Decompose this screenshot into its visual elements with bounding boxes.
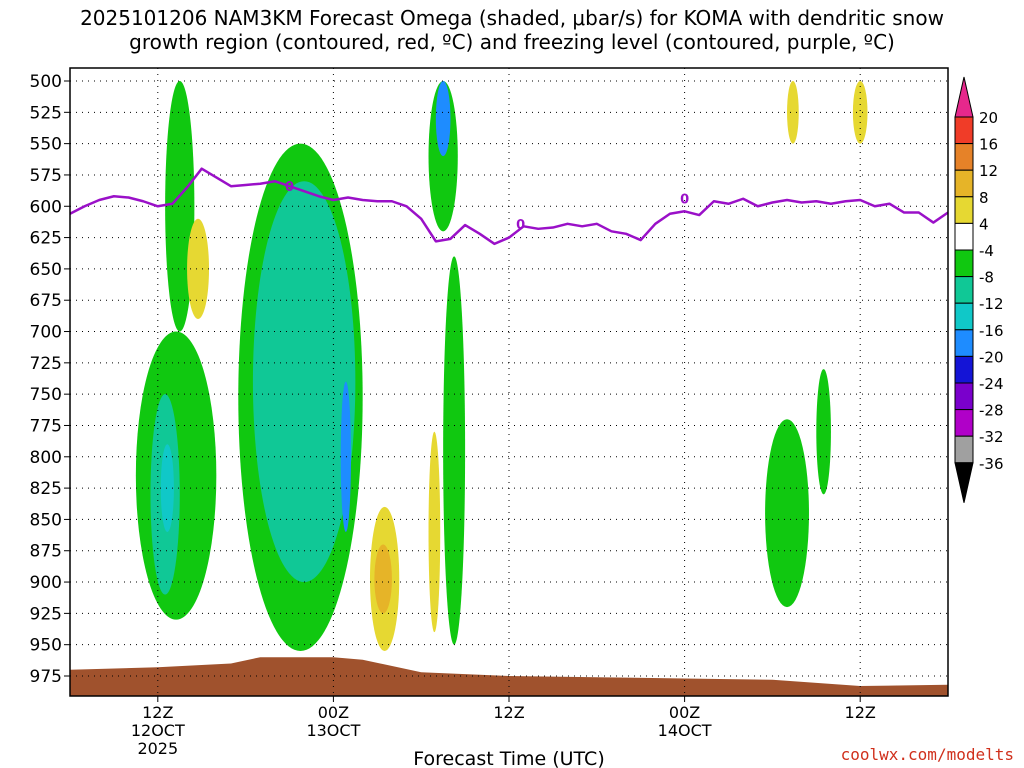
colorbar-swatch-11 bbox=[954, 382, 974, 411]
x-tick-year-0: 2025 bbox=[137, 739, 178, 758]
chart-title: 2025101206 NAM3KM Forecast Omega (shaded… bbox=[0, 6, 1024, 54]
y-tick-label-950: 950 bbox=[30, 636, 62, 656]
colorbar-swatch-1 bbox=[954, 116, 974, 145]
colorbar-label-3: 8 bbox=[979, 189, 989, 207]
x-tick-label-1: 00Z bbox=[318, 703, 349, 722]
freezing-level-label-2: 0 bbox=[680, 193, 689, 208]
freezing-level-label-1: 0 bbox=[516, 218, 525, 233]
omega-region-9 bbox=[443, 256, 466, 645]
omega-region-6 bbox=[340, 381, 351, 532]
omega-region-3 bbox=[160, 444, 174, 532]
x-tick-label-0: 12Z bbox=[142, 703, 173, 722]
y-tick-label-850: 850 bbox=[30, 510, 62, 530]
x-tick-label-2: 12Z bbox=[493, 703, 524, 722]
y-tick-label-675: 675 bbox=[30, 291, 62, 311]
colorbar-swatch-7 bbox=[954, 276, 974, 304]
colorbar-label-8: -16 bbox=[979, 322, 1004, 340]
title-line-2: growth region (contoured, red, ºC) and f… bbox=[129, 30, 895, 54]
colorbar-label-2: 12 bbox=[979, 162, 998, 180]
y-tick-label-550: 550 bbox=[30, 135, 62, 155]
y-tick-label-750: 750 bbox=[30, 385, 62, 405]
x-axis-label: Forecast Time (UTC) bbox=[413, 748, 604, 768]
y-tick-label-875: 875 bbox=[30, 542, 62, 562]
colorbar-swatch-13 bbox=[954, 435, 974, 464]
omega-shading bbox=[135, 80, 868, 651]
terrain bbox=[70, 657, 948, 696]
colorbar-swatch-8 bbox=[954, 302, 974, 331]
colorbar-swatch-12 bbox=[954, 409, 974, 437]
colorbar-label-11: -28 bbox=[979, 402, 1004, 420]
colorbar-top-arrow bbox=[954, 76, 974, 118]
freezing-level-line bbox=[69, 167, 949, 246]
y-tick-label-625: 625 bbox=[30, 229, 62, 249]
omega-region-16 bbox=[852, 81, 868, 144]
y-tick-label-825: 825 bbox=[30, 479, 62, 499]
x-tick-date-3: 14OCT bbox=[658, 721, 712, 740]
omega-region-5 bbox=[252, 181, 356, 583]
x-tick-label-3: 00Z bbox=[669, 703, 700, 722]
y-tick-label-600: 600 bbox=[30, 197, 62, 217]
omega-region-12 bbox=[187, 218, 210, 319]
colorbar: 20 16 12 8 4 -4 -8 -12 -16 -20 -24 -28 -32 -36 bbox=[954, 76, 1004, 503]
y-tick-label-725: 725 bbox=[30, 354, 62, 374]
omega-region-15 bbox=[428, 431, 441, 633]
y-tick-label-800: 800 bbox=[30, 448, 62, 468]
freezing-level-contour: 0 0 0 bbox=[69, 167, 949, 246]
x-tick-date-0: 12OCT bbox=[131, 721, 185, 740]
omega-region-14 bbox=[374, 544, 392, 614]
freezing-level-label-0: 0 bbox=[285, 180, 294, 195]
colorbar-label-12: -32 bbox=[979, 428, 1004, 446]
colorbar-swatch-10 bbox=[954, 355, 974, 384]
omega-region-11 bbox=[816, 369, 831, 495]
colorbar-swatch-5 bbox=[954, 222, 974, 251]
colorbar-swatch-3 bbox=[954, 169, 974, 198]
y-tick-label-575: 575 bbox=[30, 166, 62, 186]
colorbar-label-10: -24 bbox=[979, 375, 1004, 393]
y-tick-label-650: 650 bbox=[30, 260, 62, 280]
terrain-fill bbox=[70, 657, 948, 696]
colorbar-swatch-4 bbox=[954, 196, 974, 224]
x-tick-label-4: 12Z bbox=[845, 703, 876, 722]
omega-region-10 bbox=[765, 419, 809, 608]
colorbar-label-1: 16 bbox=[979, 136, 998, 154]
y-tick-label-975: 975 bbox=[30, 667, 62, 687]
colorbar-swatch-9 bbox=[954, 329, 974, 357]
colorbar-label-9: -20 bbox=[979, 348, 1004, 366]
y-axis: 500 525 550 575 600 625 650 675 700 725 750 775 800 8… bbox=[30, 72, 70, 687]
y-tick-label-500: 500 bbox=[30, 72, 62, 92]
colorbar-label-7: -12 bbox=[979, 295, 1004, 313]
colorbar-label-4: 4 bbox=[979, 215, 989, 233]
colorbar-label-6: -8 bbox=[979, 269, 994, 287]
omega-region-8 bbox=[435, 81, 451, 157]
y-tick-label-525: 525 bbox=[30, 103, 62, 123]
watermark: coolwx.com/modelts bbox=[840, 745, 1014, 764]
title-line-1: 2025101206 NAM3KM Forecast Omega (shaded… bbox=[80, 6, 944, 30]
colorbar-label-0: 20 bbox=[979, 109, 998, 127]
colorbar-label-13: -36 bbox=[979, 455, 1004, 473]
colorbar-swatch-6 bbox=[954, 249, 974, 278]
colorbar-swatch-2 bbox=[954, 143, 974, 171]
y-tick-label-925: 925 bbox=[30, 604, 62, 624]
colorbar-label-5: -4 bbox=[979, 242, 994, 260]
y-tick-label-775: 775 bbox=[30, 416, 62, 436]
omega-region-17 bbox=[787, 81, 799, 144]
y-tick-label-700: 700 bbox=[30, 323, 62, 343]
x-tick-date-1: 13OCT bbox=[306, 721, 360, 740]
colorbar-bottom-arrow bbox=[954, 462, 974, 503]
y-tick-label-900: 900 bbox=[30, 573, 62, 593]
